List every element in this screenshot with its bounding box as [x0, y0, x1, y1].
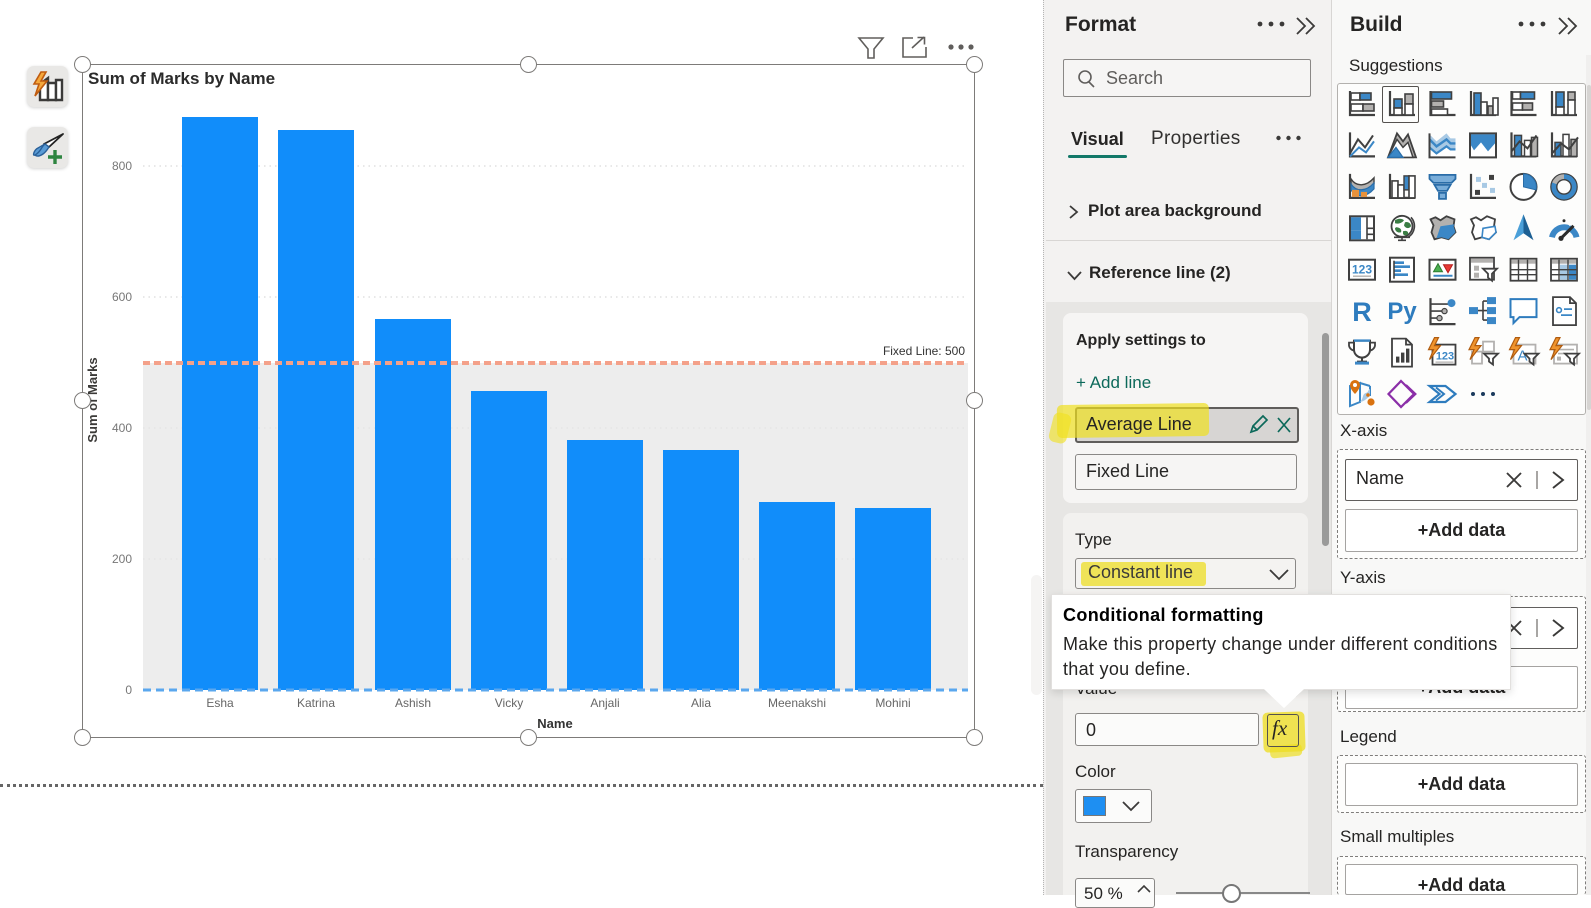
svg-text:A: A: [1517, 348, 1527, 365]
svg-text:R: R: [1352, 297, 1372, 327]
svg-text:Ashish: Ashish: [395, 696, 431, 710]
svg-text:123: 123: [1436, 351, 1454, 363]
svg-text:Fixed Line: 500: Fixed Line: 500: [883, 344, 965, 358]
svg-text:Sum of Marks: Sum of Marks: [85, 357, 100, 442]
svg-text:Py: Py: [1387, 298, 1417, 325]
svg-text:Meenakshi: Meenakshi: [768, 696, 826, 710]
svg-text:123: 123: [1352, 263, 1372, 277]
svg-text:400: 400: [112, 421, 132, 435]
svg-text:Katrina: Katrina: [297, 696, 335, 710]
svg-text:Esha: Esha: [206, 696, 234, 710]
svg-text:Mohini: Mohini: [875, 696, 910, 710]
svg-text:0: 0: [125, 683, 132, 697]
svg-text:Anjali: Anjali: [590, 696, 619, 710]
svg-text:Alia: Alia: [691, 696, 711, 710]
svg-text:600: 600: [112, 290, 132, 304]
svg-text:200: 200: [112, 552, 132, 566]
svg-text:800: 800: [112, 159, 132, 173]
svg-text:Vicky: Vicky: [495, 696, 523, 710]
svg-text:Name: Name: [537, 716, 572, 731]
svg-text:Sum of Marks by Name: Sum of Marks by Name: [88, 69, 275, 88]
